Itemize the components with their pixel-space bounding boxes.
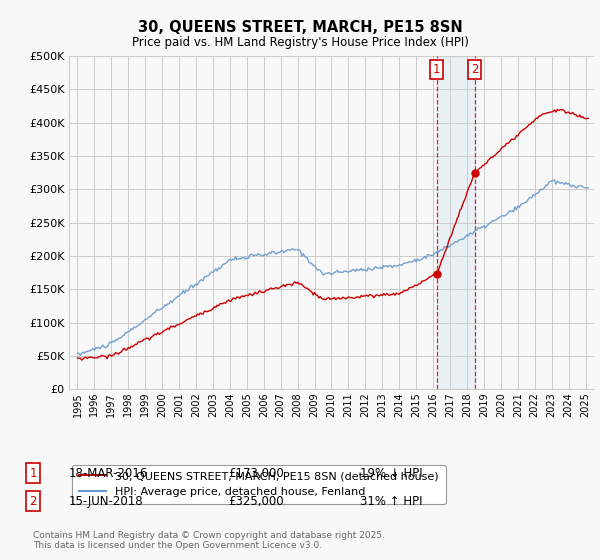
Text: £173,000: £173,000 [228,466,284,480]
Text: £325,000: £325,000 [228,494,284,508]
Text: 30, QUEENS STREET, MARCH, PE15 8SN: 30, QUEENS STREET, MARCH, PE15 8SN [137,20,463,35]
Text: 2: 2 [471,63,478,76]
Legend: 30, QUEENS STREET, MARCH, PE15 8SN (detached house), HPI: Average price, detache: 30, QUEENS STREET, MARCH, PE15 8SN (deta… [72,465,446,504]
Text: 18-MAR-2016: 18-MAR-2016 [69,466,148,480]
Bar [437,56,475,389]
Text: Contains HM Land Registry data © Crown copyright and database right 2025.
This d: Contains HM Land Registry data © Crown c… [33,530,385,550]
Text: 2: 2 [29,494,37,508]
Text: 15-JUN-2018: 15-JUN-2018 [69,494,143,508]
Text: Price paid vs. HM Land Registry's House Price Index (HPI): Price paid vs. HM Land Registry's House … [131,36,469,49]
Text: 1: 1 [29,466,37,480]
Text: 31% ↑ HPI: 31% ↑ HPI [360,494,422,508]
Text: 19% ↓ HPI: 19% ↓ HPI [360,466,422,480]
Text: 1: 1 [433,63,440,76]
